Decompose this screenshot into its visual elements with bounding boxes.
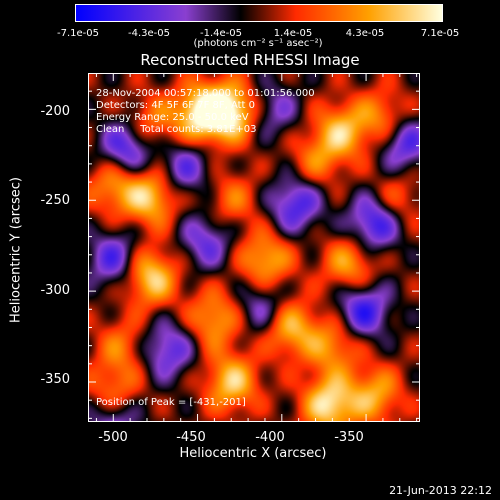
y-tick-label: -300 bbox=[40, 283, 70, 298]
colorbar-unit-label: (photons cm⁻² s⁻¹ asec⁻²) bbox=[193, 38, 323, 49]
y-tick-label: -350 bbox=[40, 372, 70, 387]
heatmap-image bbox=[88, 73, 420, 422]
x-tick-label: -400 bbox=[255, 430, 285, 445]
colorbar-tick: 7.1e-05 bbox=[420, 28, 460, 39]
colorbar-tick: 1.4e-05 bbox=[273, 28, 313, 39]
chart-title: Reconstructed RHESSI Image bbox=[140, 51, 360, 69]
x-axis-label: Heliocentric X (arcsec) bbox=[179, 446, 327, 461]
info-clean-counts: Clean Total counts: 3.81E+03 bbox=[96, 124, 257, 135]
heatmap-plot-area bbox=[88, 73, 420, 422]
timestamp: 21-Jun-2013 22:12 bbox=[389, 484, 492, 497]
colorbar-tick: 4.3e-05 bbox=[345, 28, 385, 39]
y-tick-label: -250 bbox=[40, 193, 70, 208]
peak-annotation: Position of Peak = [-431,-201] bbox=[96, 397, 246, 408]
colorbar-tick: -4.3e-05 bbox=[128, 28, 170, 39]
info-detectors: Detectors: 4F 5F 6F 7F 8F, Att 0 bbox=[96, 100, 256, 111]
colorbar-gradient bbox=[76, 5, 442, 21]
colorbar-tick: -7.1e-05 bbox=[57, 28, 99, 39]
info-time-range: 28-Nov-2004 00:57:18.000 to 01:01:56.000 bbox=[96, 88, 315, 99]
x-tick-label: -350 bbox=[334, 430, 364, 445]
plot-border bbox=[88, 73, 420, 422]
y-axis-label: Heliocentric Y (arcsec) bbox=[8, 177, 24, 323]
y-tick-label: -200 bbox=[40, 104, 70, 119]
x-tick-label: -500 bbox=[98, 430, 128, 445]
x-tick-label: -450 bbox=[176, 430, 206, 445]
info-energy-range: Energy Range: 25.0 - 50.0 keV bbox=[96, 112, 249, 123]
plot-frame bbox=[88, 73, 420, 422]
colorbar bbox=[75, 4, 443, 22]
colorbar-tick: -1.4e-05 bbox=[200, 28, 242, 39]
